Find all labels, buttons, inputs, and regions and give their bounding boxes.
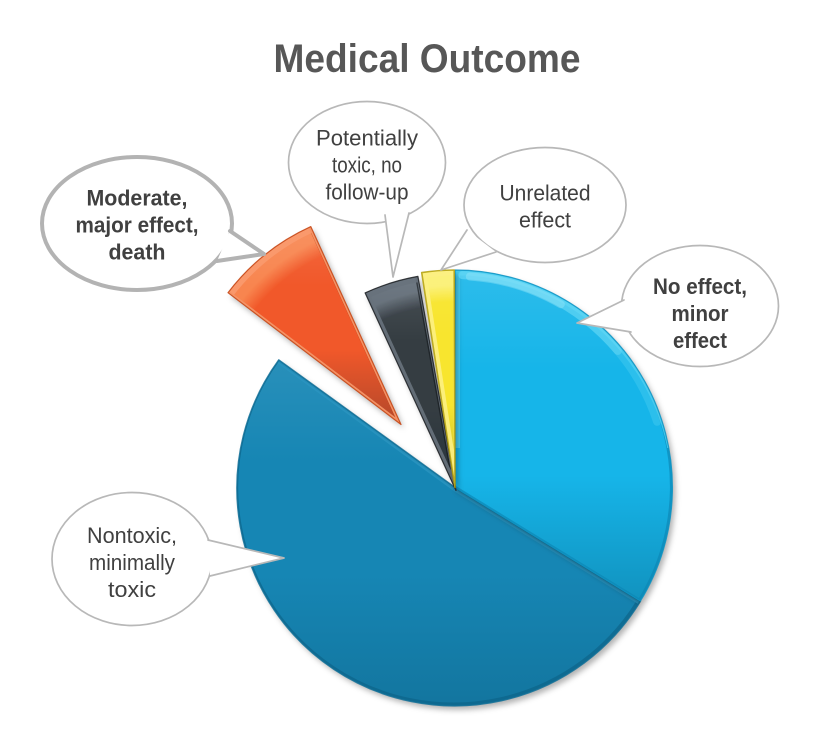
svg-text:minimally: minimally [89, 550, 176, 575]
svg-text:toxic: toxic [108, 577, 156, 602]
svg-text:Medical Outcome: Medical Outcome [274, 37, 581, 81]
svg-text:No effect,: No effect, [653, 274, 747, 299]
svg-text:toxic, no: toxic, no [332, 153, 402, 178]
svg-text:minor: minor [672, 301, 729, 326]
svg-text:death: death [109, 240, 166, 265]
svg-text:effect: effect [519, 208, 572, 233]
svg-text:Moderate,: Moderate, [87, 186, 188, 211]
svg-text:Unrelated: Unrelated [500, 181, 591, 206]
svg-text:follow-up: follow-up [326, 180, 409, 205]
svg-text:Potentially: Potentially [316, 126, 419, 151]
svg-text:major effect,: major effect, [76, 213, 199, 238]
svg-text:effect: effect [673, 328, 728, 353]
svg-text:Nontoxic,: Nontoxic, [87, 523, 177, 548]
